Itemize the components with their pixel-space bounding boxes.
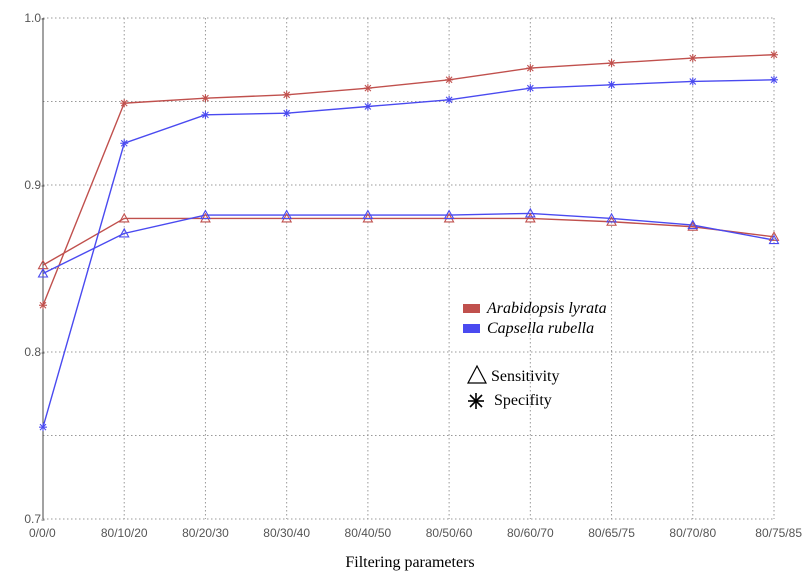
- series-line-arabidopsis-lyrata-specifity: [42, 54, 775, 306]
- x-tick-label: 80/10/20: [101, 526, 148, 540]
- data-point-asterisk: [201, 94, 210, 103]
- data-point-asterisk: [607, 80, 616, 89]
- data-point-triangle: [606, 216, 617, 226]
- data-point-asterisk: [282, 109, 291, 118]
- data-point-asterisk: [607, 59, 616, 68]
- data-point-asterisk: [445, 95, 454, 104]
- legend-label-sensitivity: Sensitivity: [491, 368, 559, 385]
- marker-layer: [37, 50, 780, 432]
- x-tick-label: 80/50/60: [426, 526, 473, 540]
- data-point-triangle: [768, 231, 780, 241]
- grid-layer: [42, 17, 775, 520]
- legend: Arabidopsis lyrata Capsella rubella Sens…: [463, 300, 607, 409]
- data-point-asterisk: [282, 90, 291, 99]
- data-point-triangle: [362, 212, 374, 223]
- data-point-asterisk: [120, 139, 129, 148]
- data-point-asterisk: [770, 75, 778, 84]
- data-point-triangle: [443, 212, 455, 223]
- data-point-triangle: [687, 221, 699, 231]
- series-layer: [42, 54, 775, 428]
- data-point-asterisk: [363, 102, 372, 111]
- y-tick-label: 1.0-: [24, 11, 45, 25]
- data-point-asterisk: [688, 77, 697, 86]
- data-point-triangle: [524, 212, 536, 223]
- data-point-asterisk: [526, 64, 535, 73]
- data-point-triangle: [37, 267, 49, 278]
- data-point-asterisk: [526, 84, 535, 93]
- data-point-asterisk: [445, 75, 454, 84]
- series-line-arabidopsis-lyrata-sensitivity: [42, 217, 775, 266]
- data-point-asterisk: [363, 84, 372, 93]
- data-point-asterisk: [39, 301, 47, 310]
- data-point-triangle: [768, 234, 780, 245]
- series-line-capsella-rubella-sensitivity: [42, 212, 775, 275]
- legend-label-capsella-rubella: Capsella rubella: [487, 320, 594, 337]
- data-point-asterisk: [201, 110, 210, 119]
- x-tick-label: 0/0/0: [29, 526, 56, 540]
- data-point-asterisk: [120, 99, 129, 108]
- x-axis-label: Filtering parameters: [345, 554, 474, 571]
- legend-swatch-capsella-rubella: [463, 324, 480, 333]
- y-tick-label: 0.9-: [24, 178, 45, 192]
- legend-label-specifity: Specifity: [494, 392, 552, 409]
- data-point-triangle: [687, 219, 699, 230]
- data-point-triangle: [443, 209, 455, 220]
- series-line-capsella-rubella-specifity: [42, 79, 775, 428]
- data-point-triangle: [118, 227, 130, 238]
- x-tick-label: 80/75/85: [755, 526, 802, 540]
- data-point-asterisk: [688, 54, 697, 63]
- data-point-triangle: [281, 209, 293, 220]
- asterisk-icon: [468, 393, 484, 409]
- data-point-triangle: [362, 209, 374, 220]
- data-point-triangle: [118, 212, 130, 223]
- data-point-triangle: [200, 212, 211, 223]
- y-tick-label: 0.7-: [24, 512, 45, 526]
- x-tick-label: 80/65/75: [588, 526, 635, 540]
- legend-swatch-arabidopsis-lyrata: [463, 304, 480, 313]
- data-point-triangle: [606, 212, 617, 223]
- triangle-icon: [467, 364, 487, 384]
- data-point-asterisk: [39, 423, 47, 432]
- x-tick-label: 80/20/30: [182, 526, 229, 540]
- axis-layer: 0.7- 0.8- 0.9- 1.0- 0/0/0 80/10/20 80/20/30 80/…: [24, 11, 802, 540]
- data-point-triangle: [524, 207, 536, 218]
- data-point-asterisk: [770, 50, 778, 59]
- x-tick-label: 80/40/50: [345, 526, 392, 540]
- x-tick-label: 80/70/80: [669, 526, 716, 540]
- y-tick-label: 0.8-: [24, 345, 45, 359]
- x-tick-label: 80/30/40: [263, 526, 310, 540]
- legend-label-arabidopsis-lyrata: Arabidopsis lyrata: [486, 300, 607, 317]
- data-point-triangle: [281, 212, 293, 223]
- x-tick-label: 80/60/70: [507, 526, 554, 540]
- data-point-triangle: [200, 209, 211, 220]
